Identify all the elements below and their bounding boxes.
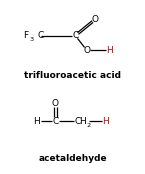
Text: 3: 3 bbox=[29, 37, 33, 42]
Text: H: H bbox=[34, 117, 40, 126]
Text: C: C bbox=[38, 31, 44, 40]
Text: trifluoroacetic acid: trifluoroacetic acid bbox=[24, 71, 121, 80]
Text: acetaldehyde: acetaldehyde bbox=[38, 154, 107, 163]
Text: H: H bbox=[106, 46, 113, 55]
Text: C: C bbox=[52, 117, 59, 126]
Text: O: O bbox=[92, 15, 99, 24]
Text: O: O bbox=[52, 99, 59, 108]
Text: O: O bbox=[83, 46, 90, 55]
Text: C: C bbox=[74, 117, 81, 126]
Text: C: C bbox=[72, 31, 78, 40]
Text: F: F bbox=[23, 31, 29, 40]
Text: H: H bbox=[103, 117, 109, 126]
Text: 2: 2 bbox=[86, 122, 91, 128]
Text: H: H bbox=[80, 117, 86, 126]
